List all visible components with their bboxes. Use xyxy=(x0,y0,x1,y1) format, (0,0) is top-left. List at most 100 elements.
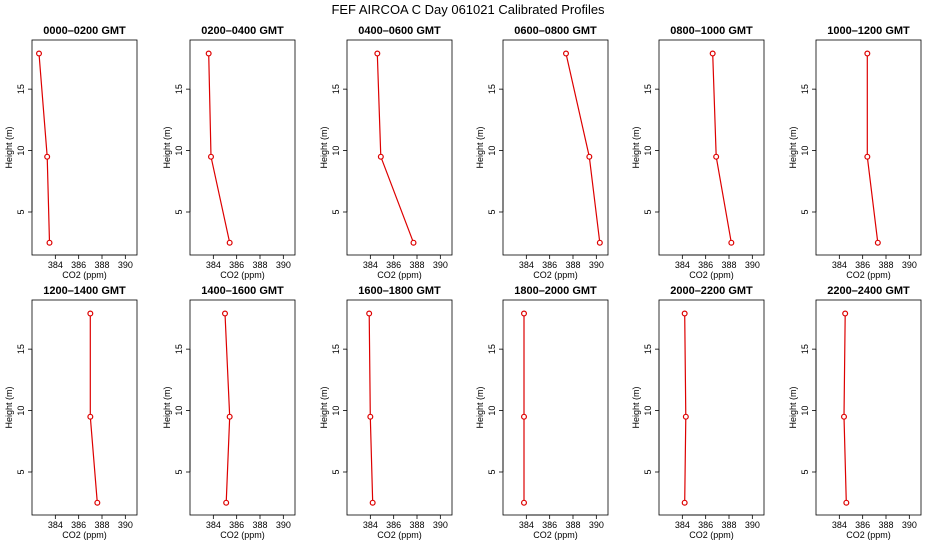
plot-frame xyxy=(502,299,609,516)
x-axis-label: CO2 (ppm) xyxy=(220,530,265,540)
panel-title: 0200–0400 GMT xyxy=(201,25,284,37)
y-tick-label: 5 xyxy=(487,469,497,474)
data-point xyxy=(840,413,847,420)
data-point xyxy=(223,499,230,506)
profile-line xyxy=(368,313,374,503)
panel-5: 0800–1000 GMT 384 386 388 390 CO2 (ppm) 5 10 15 H… xyxy=(631,25,765,280)
y-axis-label: Height (m) xyxy=(475,126,485,168)
x-tick-label: 386 xyxy=(698,260,713,270)
panel-title: 0400–0600 GMT xyxy=(358,25,441,37)
y-tick-label: 10 xyxy=(174,146,184,156)
y-tick-label: 5 xyxy=(16,209,26,214)
x-tick-label: 386 xyxy=(229,260,244,270)
plot-frame xyxy=(346,39,453,256)
y-tick-label: 10 xyxy=(331,146,341,156)
x-tick-label: 388 xyxy=(409,520,424,530)
profile-line xyxy=(866,53,879,243)
plot-frame xyxy=(189,39,296,256)
y-tick-label: 10 xyxy=(487,406,497,416)
plot-frame xyxy=(502,39,609,256)
profile-line xyxy=(376,53,415,243)
x-tick-label: 384 xyxy=(48,520,63,530)
plot-frame xyxy=(658,299,765,516)
y-tick-label: 10 xyxy=(16,406,26,416)
profile-line xyxy=(89,313,98,503)
x-tick-label: 390 xyxy=(902,520,917,530)
y-tick-label: 15 xyxy=(331,84,341,94)
y-tick-label: 5 xyxy=(487,209,497,214)
figure-title: FEF AIRCOA C Day 061021 Calibrated Profi… xyxy=(331,2,605,17)
x-tick-label: 386 xyxy=(542,260,557,270)
profile-line xyxy=(224,313,231,503)
x-tick-label: 388 xyxy=(878,260,893,270)
data-point xyxy=(367,413,374,420)
y-tick-label: 5 xyxy=(800,469,810,474)
profile-line xyxy=(843,313,847,503)
y-tick-label: 15 xyxy=(16,344,26,354)
panel-12: 2200–2400 GMT 384 386 388 390 CO2 (ppm) 5 10 15 H… xyxy=(788,285,922,540)
x-tick-label: 390 xyxy=(276,520,291,530)
panel-title: 2000–2200 GMT xyxy=(670,285,753,297)
x-tick-label: 384 xyxy=(206,520,221,530)
x-axis-label: CO2 (ppm) xyxy=(377,270,422,280)
y-axis-label: Height (m) xyxy=(319,126,329,168)
x-tick-label: 384 xyxy=(48,260,63,270)
panel-title: 1200–1400 GMT xyxy=(43,285,126,297)
y-tick-label: 5 xyxy=(331,469,341,474)
x-tick-label: 390 xyxy=(433,520,448,530)
y-axis-label: Height (m) xyxy=(631,386,641,428)
x-axis-label: CO2 (ppm) xyxy=(689,530,734,540)
x-axis-label: CO2 (ppm) xyxy=(533,530,578,540)
x-tick-label: 384 xyxy=(363,260,378,270)
y-axis-label: Height (m) xyxy=(631,126,641,168)
panel-title: 2200–2400 GMT xyxy=(827,285,910,297)
x-tick-label: 390 xyxy=(118,260,133,270)
y-tick-label: 10 xyxy=(800,406,810,416)
y-tick-label: 15 xyxy=(331,344,341,354)
panel-2: 0200–0400 GMT 384 386 388 390 CO2 (ppm) 5 10 15 H… xyxy=(162,25,296,280)
y-tick-label: 15 xyxy=(174,84,184,94)
y-tick-label: 15 xyxy=(487,344,497,354)
plot-frame xyxy=(189,299,296,516)
x-tick-label: 384 xyxy=(675,520,690,530)
data-point xyxy=(369,499,376,506)
profile-line xyxy=(684,313,687,503)
data-point xyxy=(520,413,527,420)
x-tick-label: 386 xyxy=(698,520,713,530)
y-tick-label: 15 xyxy=(643,344,653,354)
data-point xyxy=(682,413,689,420)
y-tick-label: 15 xyxy=(643,84,653,94)
data-point xyxy=(864,50,871,57)
data-point xyxy=(208,153,215,160)
y-tick-label: 10 xyxy=(643,146,653,156)
y-tick-label: 5 xyxy=(800,209,810,214)
x-axis-label: CO2 (ppm) xyxy=(62,270,107,280)
x-tick-label: 388 xyxy=(94,260,109,270)
profile-line xyxy=(208,53,231,243)
data-point xyxy=(377,153,384,160)
y-axis-label: Height (m) xyxy=(788,126,798,168)
panel-7: 1200–1400 GMT 384 386 388 390 CO2 (ppm) 5 10 15 H… xyxy=(4,285,138,540)
x-tick-label: 386 xyxy=(386,260,401,270)
data-point xyxy=(728,239,735,246)
panel-10: 1800–2000 GMT 384 386 388 390 CO2 (ppm) 5 10 15 H… xyxy=(475,285,609,540)
y-axis-label: Height (m) xyxy=(788,386,798,428)
y-tick-label: 15 xyxy=(800,344,810,354)
x-tick-label: 388 xyxy=(565,260,580,270)
data-point xyxy=(713,153,720,160)
panel-3: 0400–0600 GMT 384 386 388 390 CO2 (ppm) 5 10 15 H… xyxy=(319,25,453,280)
plot-frame xyxy=(658,39,765,256)
y-axis-label: Height (m) xyxy=(475,386,485,428)
y-tick-label: 10 xyxy=(174,406,184,416)
x-tick-label: 390 xyxy=(902,260,917,270)
data-point xyxy=(843,499,850,506)
data-point xyxy=(874,239,881,246)
data-point xyxy=(596,239,603,246)
y-tick-label: 10 xyxy=(331,406,341,416)
panel-title: 0000–0200 GMT xyxy=(43,25,126,37)
data-point xyxy=(586,153,593,160)
panel-title: 0800–1000 GMT xyxy=(670,25,753,37)
y-axis-label: Height (m) xyxy=(319,386,329,428)
x-tick-label: 388 xyxy=(721,260,736,270)
